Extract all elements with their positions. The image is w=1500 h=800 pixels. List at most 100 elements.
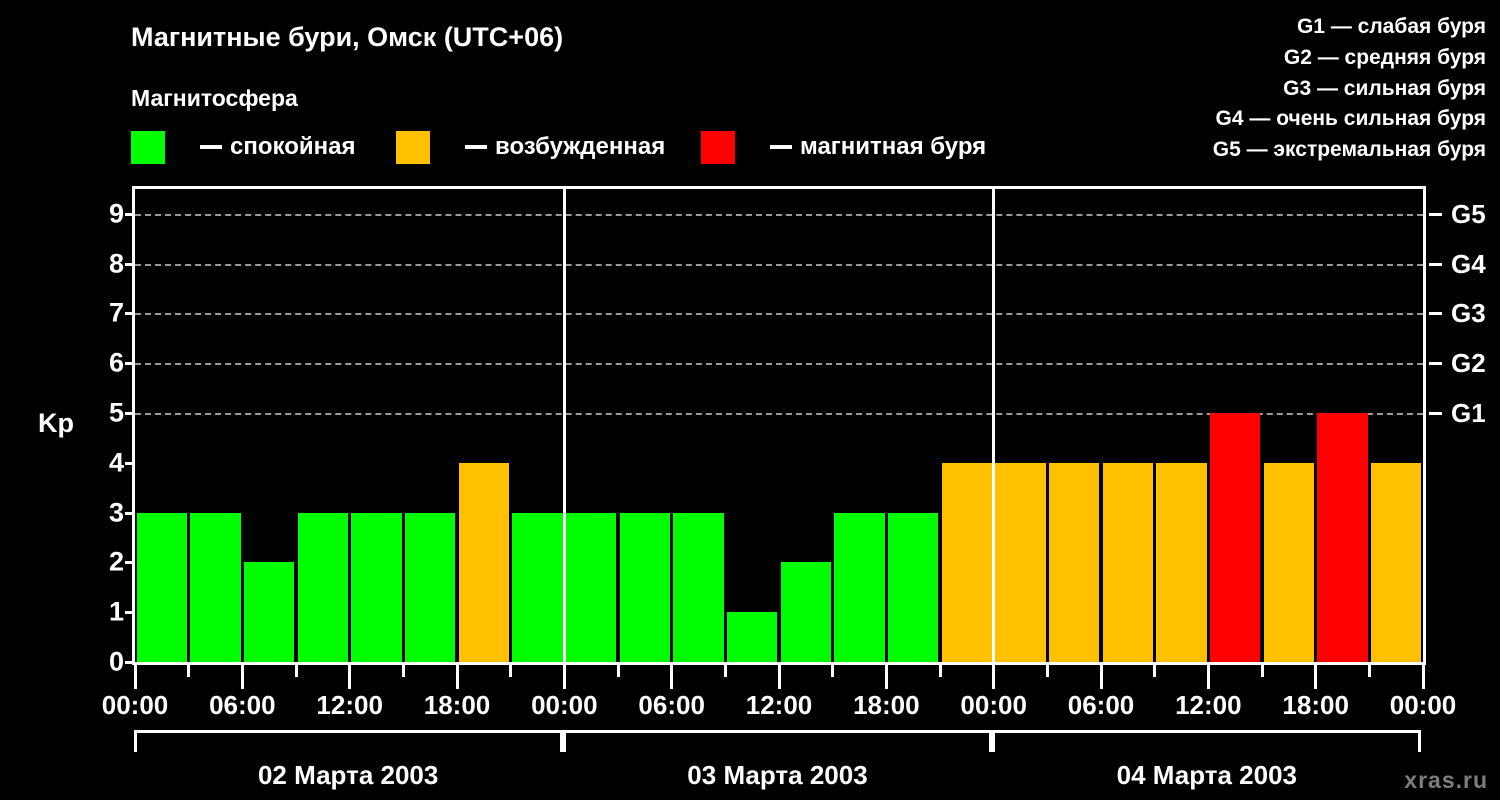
kp-bar — [512, 512, 563, 662]
x-tick-major — [670, 665, 674, 689]
bars-layer — [135, 189, 1423, 662]
kp-bar — [190, 512, 241, 662]
gscale-legend-text: G4 — очень сильная буря — [1215, 107, 1486, 131]
kp-bar — [941, 462, 993, 662]
x-tick-major — [1206, 665, 1210, 689]
gscale-legend-text: G1 — слабая буря — [1296, 15, 1486, 38]
plot-inner — [135, 189, 1423, 662]
gridline-kp-8 — [135, 263, 1423, 266]
gscale-legend-row-4: G4 — очень сильная буря — [1066, 104, 1486, 135]
x-tick-label: 12:00 — [316, 690, 383, 720]
bracket-bar — [562, 730, 993, 733]
x-tick-label: 12:00 — [1175, 690, 1242, 720]
y-axis-kp: 0 1 2 3 4 5 6 7 8 9 — [60, 186, 138, 675]
bracket-bar — [992, 730, 1422, 733]
kp-bar — [726, 612, 778, 662]
date-bracket-label: 04 Марта 2003 — [1116, 760, 1297, 790]
x-tick-label: 18:00 — [853, 690, 920, 720]
kp-bar — [780, 562, 832, 662]
legend-swatch-calm — [131, 130, 165, 164]
x-tick-minor — [509, 665, 513, 677]
gridline-kp-7 — [135, 313, 1423, 316]
x-tick-major — [240, 665, 244, 689]
x-tick-label: 06:00 — [1067, 690, 1135, 720]
y-tick-label-0: 0 — [108, 646, 124, 677]
kp-bar — [1370, 462, 1422, 662]
gscale-tick-mark — [1429, 362, 1442, 366]
x-tick-label: 18:00 — [423, 690, 491, 720]
plot-area — [132, 186, 1426, 665]
x-tick-label: 12:00 — [745, 690, 813, 720]
bracket-bar — [133, 730, 563, 733]
gscale-legend-row-2: G2 — средняя буря — [1066, 43, 1486, 74]
x-tick-minor — [831, 665, 835, 677]
x-tick-major — [562, 665, 566, 689]
gscale-tick-label-G5: G5 — [1451, 198, 1486, 229]
y-tick-mark — [125, 611, 138, 615]
kp-bar — [619, 512, 671, 662]
x-tick-minor — [187, 665, 191, 677]
x-tick-major — [348, 665, 352, 689]
gscale-legend-row-5: G5 — экстремальная буря — [1066, 135, 1486, 166]
x-tick-label: 00:00 — [960, 690, 1027, 720]
bracket-tick-right — [989, 730, 993, 752]
x-tick-minor — [401, 665, 405, 677]
legend-item-storm: магнитная буря — [701, 129, 986, 165]
y-tick-label-4: 4 — [108, 447, 124, 478]
x-tick-minor — [1367, 665, 1371, 677]
gridline-kp-5 — [135, 413, 1423, 416]
x-tick-minor — [1045, 665, 1049, 677]
y-tick-label-9: 9 — [108, 198, 124, 229]
gridline-kp-6 — [135, 363, 1423, 366]
y-tick-mark — [125, 661, 138, 664]
x-tick-major — [1421, 665, 1425, 689]
gscale-legend-row-1: G1 — слабая буря — [1066, 12, 1486, 43]
x-tick-minor — [723, 665, 727, 677]
kp-bar — [351, 512, 402, 662]
kp-bar — [1317, 413, 1368, 662]
gscale-tick-label-G4: G4 — [1451, 248, 1486, 279]
kp-bar — [1156, 462, 1207, 662]
date-bracket-label: 03 Марта 2003 — [687, 760, 868, 790]
kp-bar — [1102, 462, 1154, 662]
magnetosphere-heading: Магнитосфера — [131, 85, 298, 111]
y-tick-label-3: 3 — [108, 497, 124, 528]
gscale-legend-text: G3 — сильная буря — [1283, 76, 1486, 100]
kp-bar — [404, 512, 456, 662]
gscale-tick-mark — [1429, 312, 1442, 316]
bracket-tick-left — [992, 730, 996, 752]
x-tick-label: 00:00 — [531, 690, 598, 720]
x-tick-minor — [1153, 665, 1157, 677]
kp-bar — [1209, 413, 1261, 662]
y-tick-label-7: 7 — [108, 297, 124, 328]
date-bracket: 03 Марта 2003 — [562, 730, 993, 800]
bracket-tick-left — [133, 730, 137, 752]
watermark: xras.ru — [1404, 767, 1488, 793]
kp-bar — [243, 562, 295, 662]
x-tick-label: 18:00 — [1282, 690, 1349, 720]
legend-item-unsettled: возбужденная — [396, 129, 665, 165]
kp-bar — [565, 512, 617, 662]
day-divider — [992, 189, 996, 662]
kp-bar — [458, 462, 510, 662]
date-bracket: 02 Марта 2003 — [133, 730, 563, 800]
gscale-tick-label-G3: G3 — [1451, 298, 1486, 329]
x-tick-major — [992, 665, 996, 689]
x-tick-major — [455, 665, 459, 689]
legend-label: возбужденная — [495, 133, 666, 160]
x-tick-label: 00:00 — [1389, 690, 1457, 720]
x-tick-minor — [294, 665, 298, 677]
date-bracket: 04 Марта 2003 — [992, 730, 1422, 800]
gscale-legend: G1 — слабая буря G2 — средняя буря G3 — си… — [1066, 12, 1486, 166]
kp-bar — [834, 512, 885, 662]
x-tick-major — [1314, 665, 1318, 689]
y-tick-label-8: 8 — [108, 248, 124, 279]
gscale-tick-mark — [1429, 412, 1442, 416]
bracket-tick-right — [559, 730, 563, 752]
date-bracket-label: 02 Марта 2003 — [257, 760, 439, 790]
gscale-legend-text: G2 — средняя буря — [1283, 45, 1486, 69]
y-tick-label-5: 5 — [108, 397, 124, 428]
gscale-legend-text: G5 — экстремальная буря — [1212, 138, 1486, 161]
legend-dash-icon — [200, 145, 222, 149]
x-tick-label: 06:00 — [209, 690, 276, 720]
